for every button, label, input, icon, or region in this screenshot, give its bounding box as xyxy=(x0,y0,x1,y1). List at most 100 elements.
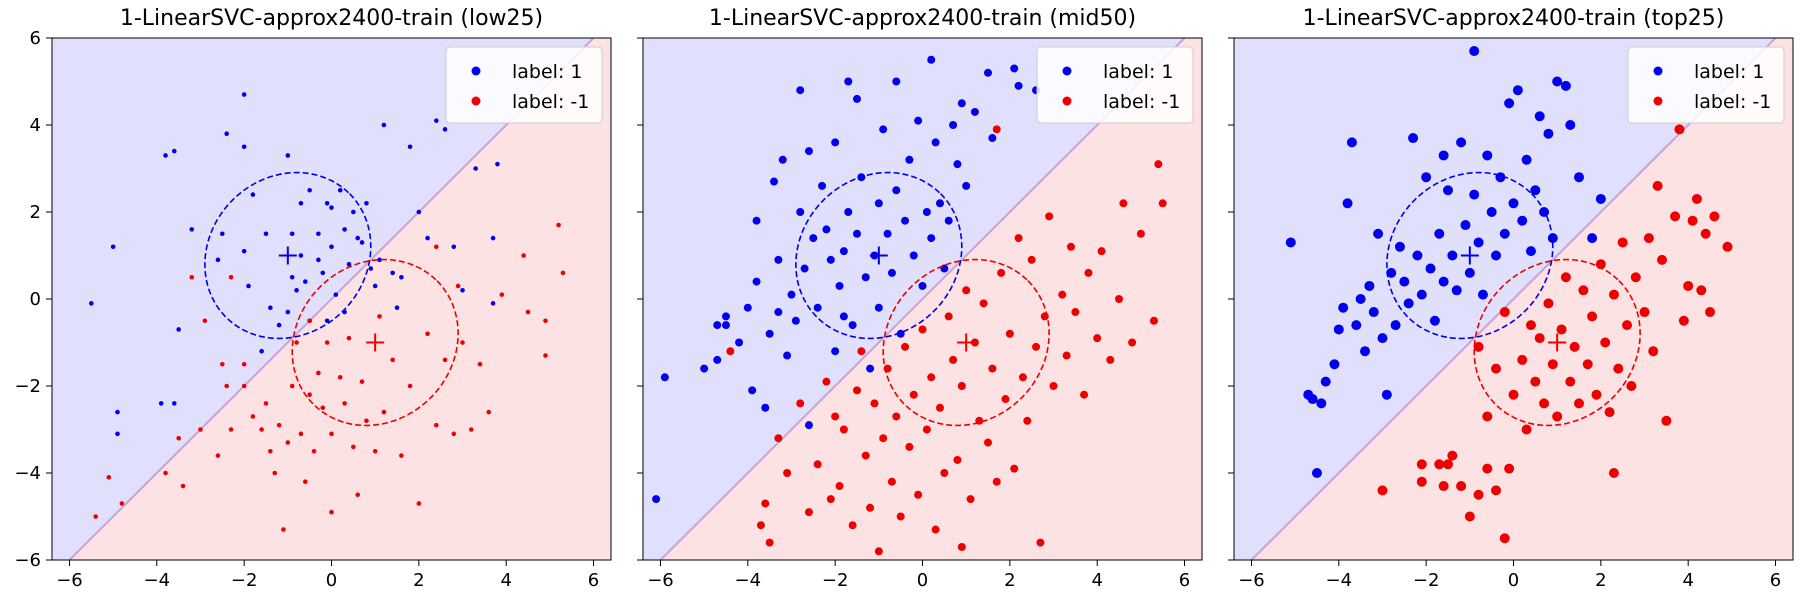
point-label-pos xyxy=(1560,80,1571,91)
point-label-neg xyxy=(852,386,861,395)
point-label-neg xyxy=(1626,381,1637,391)
point-label-pos xyxy=(490,235,496,241)
point-label-neg xyxy=(1608,289,1619,300)
point-label-neg xyxy=(560,270,566,276)
point-label-neg xyxy=(870,399,879,408)
point-label-pos xyxy=(852,229,861,238)
point-label-neg xyxy=(761,499,770,508)
point-label-pos xyxy=(761,403,770,412)
point-label-neg xyxy=(407,383,413,389)
point-label-pos xyxy=(1438,276,1449,287)
point-label-pos xyxy=(874,303,883,312)
point-label-neg xyxy=(377,314,382,319)
point-label-pos xyxy=(220,231,225,237)
point-label-pos xyxy=(115,431,120,437)
point-label-pos xyxy=(355,235,361,241)
x-tick-label: −2 xyxy=(822,570,849,591)
point-label-neg xyxy=(874,547,883,556)
x-tick-label: 4 xyxy=(500,570,511,591)
point-label-pos xyxy=(1525,246,1536,257)
point-label-pos xyxy=(1421,172,1432,183)
point-label-pos xyxy=(302,279,308,284)
point-label-neg xyxy=(831,412,840,421)
point-label-neg xyxy=(984,438,993,447)
point-label-pos xyxy=(351,209,356,215)
point-label-pos xyxy=(473,166,478,171)
point-label-pos xyxy=(495,161,500,167)
point-label-pos xyxy=(1429,315,1440,326)
point-label-neg xyxy=(521,253,526,258)
point-label-neg xyxy=(1416,476,1427,487)
point-label-pos xyxy=(394,305,400,311)
point-label-neg xyxy=(1552,411,1563,422)
point-label-neg xyxy=(896,512,905,521)
point-label-pos xyxy=(770,177,779,186)
point-label-neg xyxy=(355,492,361,498)
point-label-neg xyxy=(1674,124,1685,135)
point-label-pos xyxy=(1499,228,1510,239)
point-label-pos xyxy=(1381,389,1392,400)
point-label-neg xyxy=(1005,329,1014,338)
point-label-pos xyxy=(1482,150,1493,161)
point-label-pos xyxy=(241,144,247,150)
point-label-pos xyxy=(835,281,844,290)
point-label-pos xyxy=(1552,76,1563,87)
point-label-pos xyxy=(1438,150,1449,161)
legend: label: 1 label: -1 xyxy=(445,46,603,124)
point-label-pos xyxy=(1565,120,1576,130)
point-label-neg xyxy=(180,483,186,489)
point-label-neg xyxy=(302,479,308,485)
point-label-neg xyxy=(1027,255,1036,264)
point-label-neg xyxy=(276,422,282,428)
point-label-neg xyxy=(918,325,927,334)
point-label-pos xyxy=(909,251,918,260)
point-label-neg xyxy=(783,469,792,477)
point-label-neg xyxy=(477,361,483,367)
point-label-pos xyxy=(316,257,321,263)
point-label-pos xyxy=(796,86,805,95)
point-label-neg xyxy=(460,340,465,345)
point-label-neg xyxy=(931,525,940,534)
point-label-neg xyxy=(1071,308,1080,317)
chart-panel-3: −6 −4 −2 0 2 4 6 1-LinearSVC-approx2400-train (… xyxy=(1228,6,1794,591)
point-label-neg xyxy=(1434,459,1445,470)
point-label-neg xyxy=(241,383,247,389)
legend-box xyxy=(1627,46,1785,124)
point-label-pos xyxy=(1355,294,1366,304)
point-label-neg xyxy=(1023,416,1032,425)
point-label-pos xyxy=(1425,263,1436,274)
legend: label: 1 label: -1 xyxy=(1627,46,1785,124)
point-label-neg xyxy=(1119,199,1128,208)
point-label-neg xyxy=(1722,241,1733,252)
point-label-pos xyxy=(700,364,709,373)
point-label-pos xyxy=(887,268,896,277)
point-label-pos xyxy=(774,308,783,317)
point-label-pos xyxy=(844,77,853,86)
point-label-neg xyxy=(525,309,531,315)
point-label-pos xyxy=(1285,237,1296,248)
point-label-pos xyxy=(988,134,997,143)
point-label-neg xyxy=(543,353,548,358)
point-label-pos xyxy=(176,327,181,332)
point-label-pos xyxy=(324,318,330,324)
point-label-pos xyxy=(1346,137,1357,148)
point-label-neg xyxy=(1473,489,1484,500)
plot-area xyxy=(52,38,611,560)
center-marker-pos xyxy=(1460,246,1479,265)
point-label-neg xyxy=(1587,311,1598,322)
legend-label: label: 1 xyxy=(1694,61,1764,83)
point-label-neg xyxy=(1447,450,1458,461)
point-label-neg xyxy=(1534,333,1545,344)
point-label-pos xyxy=(892,186,901,195)
point-label-pos xyxy=(957,99,966,108)
point-label-pos xyxy=(914,116,923,125)
legend-marker xyxy=(471,66,481,76)
point-label-neg xyxy=(1591,389,1602,400)
point-label-pos xyxy=(721,312,730,321)
point-label-pos xyxy=(368,266,374,271)
point-label-neg xyxy=(342,401,347,406)
point-label-neg xyxy=(228,427,234,432)
legend-marker xyxy=(1062,66,1072,76)
point-label-neg xyxy=(1018,373,1027,382)
